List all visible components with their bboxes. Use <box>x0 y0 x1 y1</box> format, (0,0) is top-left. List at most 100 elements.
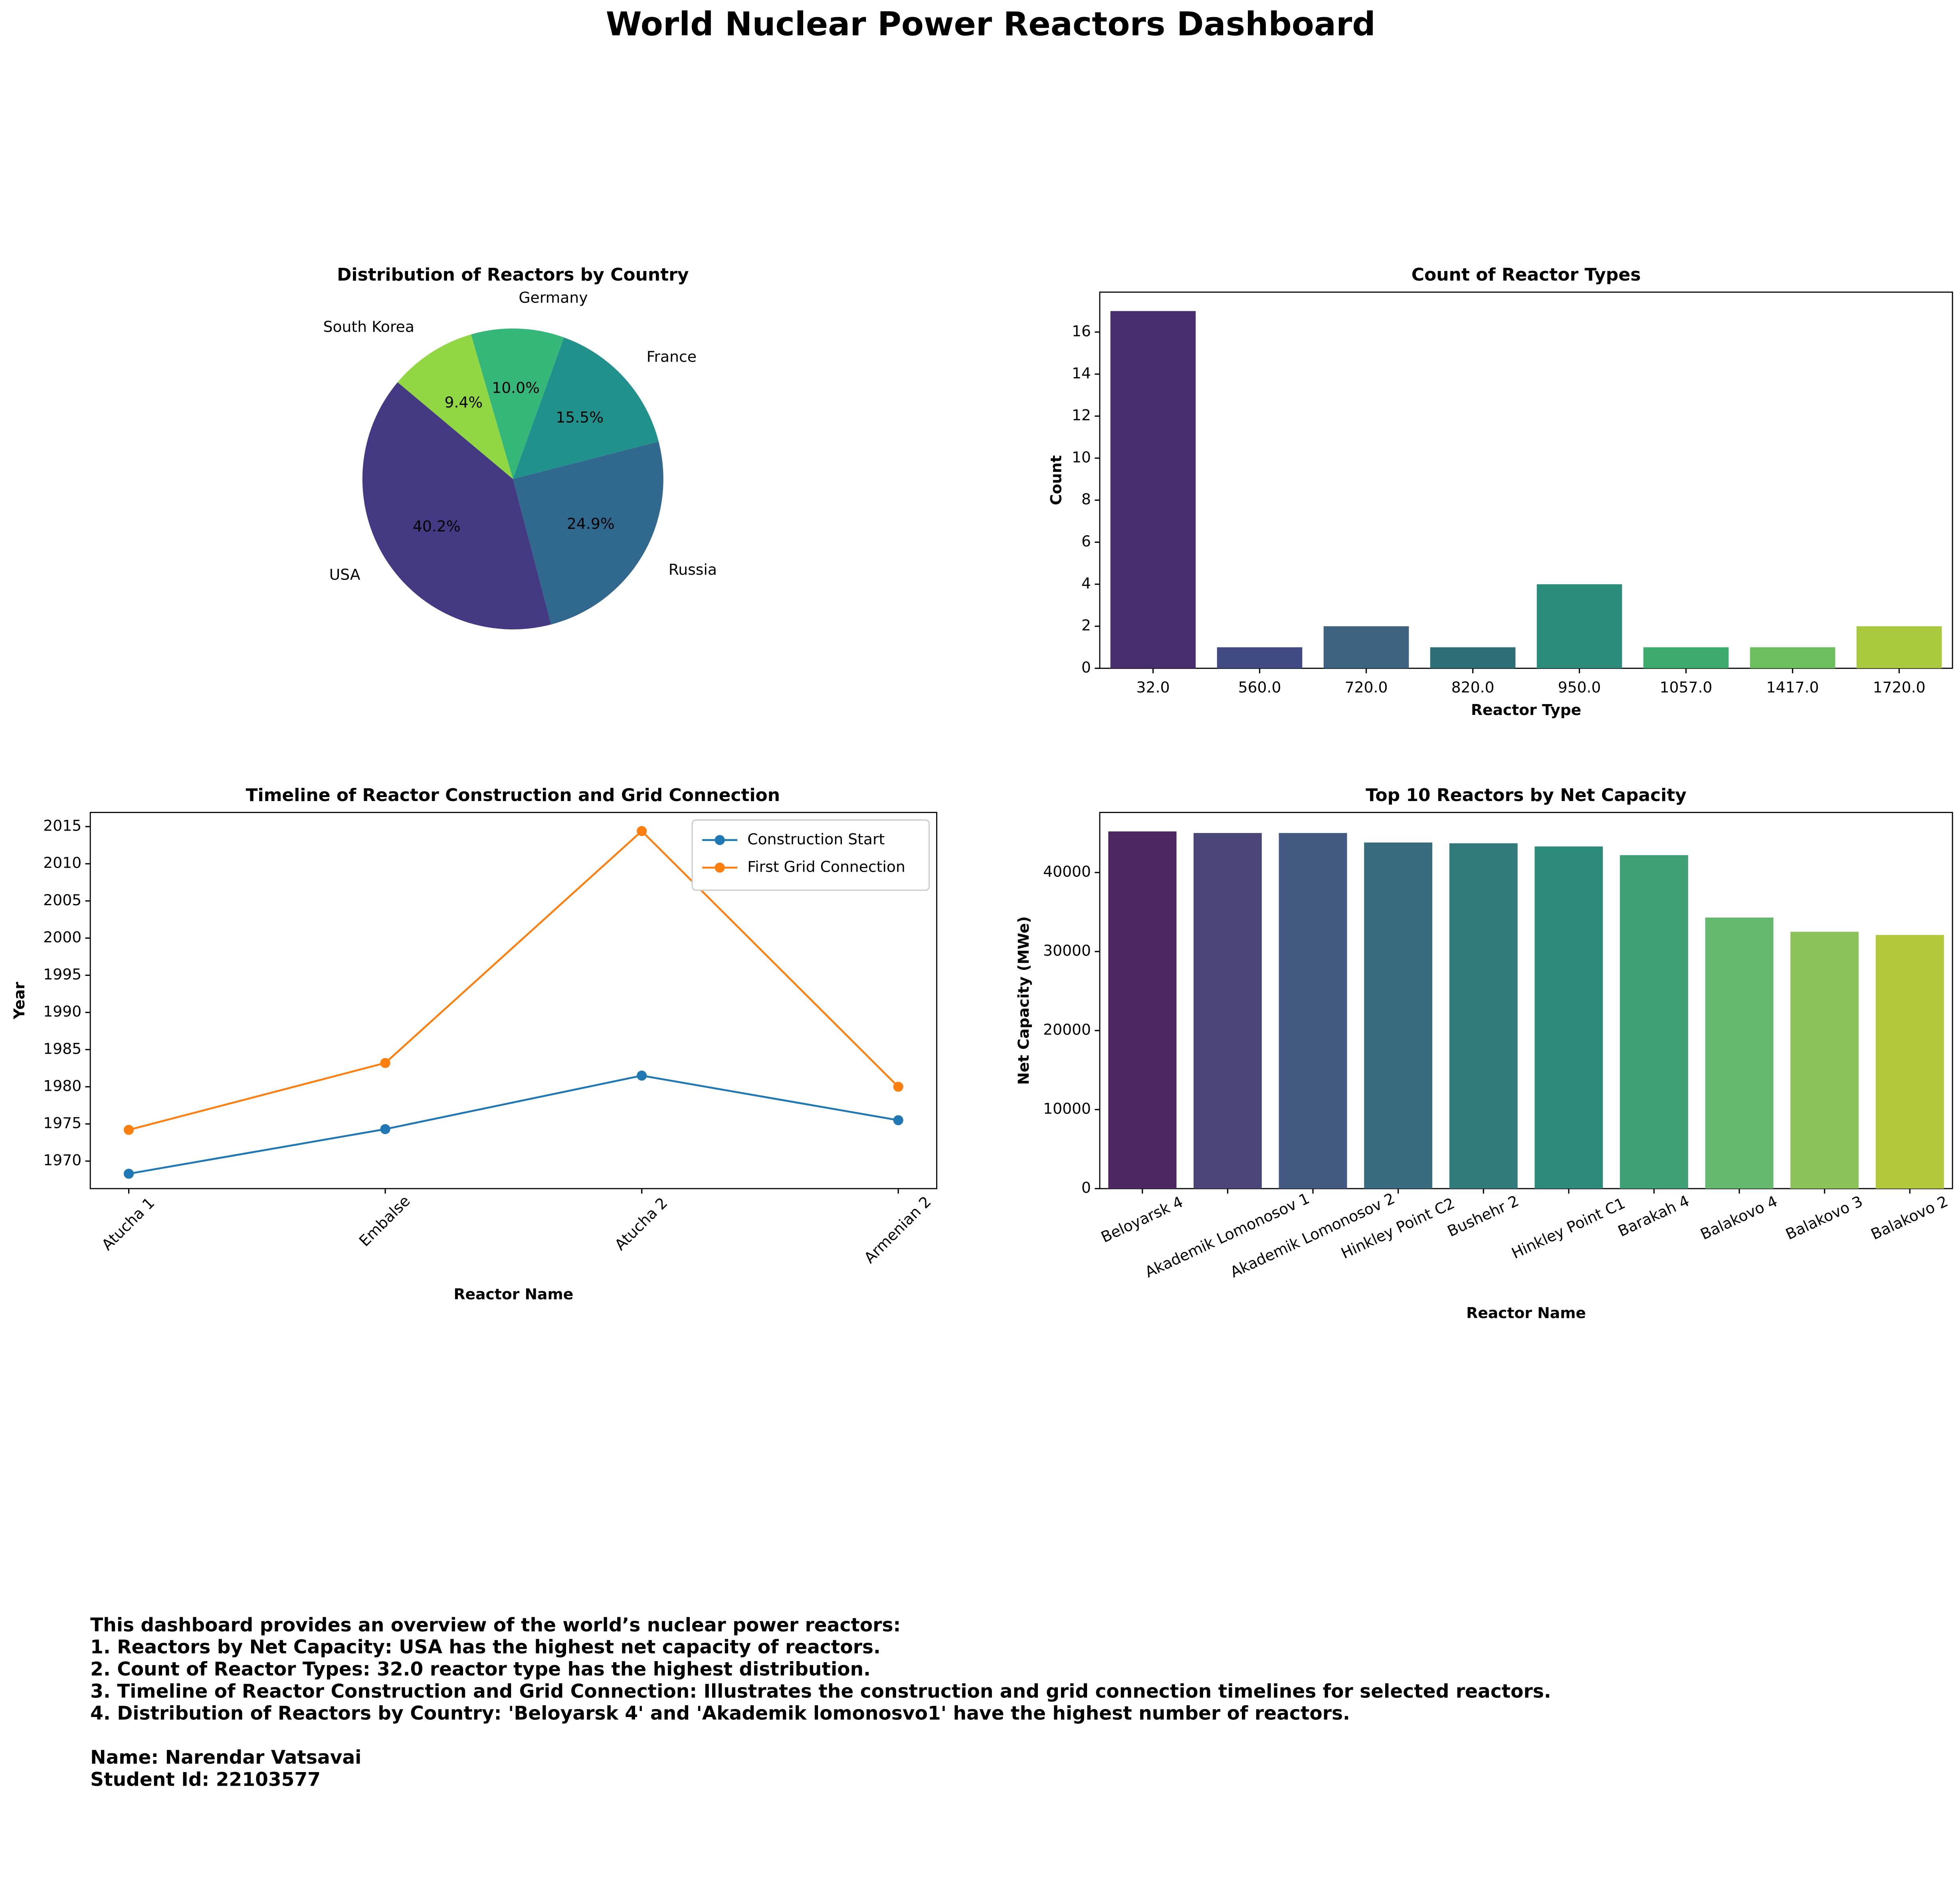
bar <box>1364 842 1433 1189</box>
description-line: 2. Count of Reactor Types: 32.0 reactor … <box>90 1658 871 1680</box>
dashboard-title: World Nuclear Power Reactors Dashboard <box>606 5 1376 43</box>
chart-title: Timeline of Reactor Construction and Gri… <box>246 785 780 805</box>
bar <box>1790 932 1859 1189</box>
x-tick-label: 1057.0 <box>1660 678 1713 696</box>
y-tick-label: 2000 <box>43 928 81 946</box>
description-line: 4. Distribution of Reactors by Country: … <box>90 1703 1350 1725</box>
axes-frame <box>1099 812 1953 1189</box>
y-tick-label: 1970 <box>43 1151 81 1169</box>
description-line: 1. Reactors by Net Capacity: USA has the… <box>90 1636 881 1658</box>
point <box>637 826 647 836</box>
pie-slice <box>513 441 663 625</box>
slice-value-label: 40.2% <box>413 518 461 535</box>
bar <box>1430 647 1516 669</box>
x-tick-label: Armenian 2 <box>861 1193 934 1266</box>
y-tick-label: 16 <box>1072 322 1091 340</box>
axes-frame <box>89 812 938 1189</box>
bar <box>1110 311 1196 669</box>
x-tick-label: 1720.0 <box>1873 678 1926 696</box>
bar <box>1705 917 1774 1189</box>
y-axis-label: Year <box>10 982 28 1020</box>
slice-label: South Korea <box>323 318 414 335</box>
bar <box>1536 584 1622 669</box>
y-tick-label: 1995 <box>43 965 81 983</box>
y-tick-label: 14 <box>1072 364 1091 382</box>
x-tick-label: 720.0 <box>1345 678 1388 696</box>
bar <box>1750 647 1835 669</box>
y-axis-label: Net Capacity (MWe) <box>1015 916 1032 1085</box>
bar <box>1449 843 1518 1189</box>
y-tick-label: 10 <box>1072 448 1091 466</box>
point <box>637 1070 647 1081</box>
y-tick-label: 1975 <box>43 1114 81 1132</box>
y-axis-label: Count <box>1047 455 1065 505</box>
y-tick-label: 0 <box>1081 659 1091 676</box>
point <box>123 1125 134 1135</box>
pie-slice <box>398 334 513 479</box>
x-tick-label: Balakovo 4 <box>1698 1192 1780 1243</box>
x-tick-label: 560.0 <box>1238 678 1281 696</box>
point <box>123 1169 134 1179</box>
slice-label: Russia <box>669 561 717 578</box>
slice-value-label: 9.4% <box>445 394 483 411</box>
x-tick-label: 820.0 <box>1451 678 1495 696</box>
bar <box>1856 626 1942 669</box>
point <box>380 1124 390 1134</box>
y-tick-label: 2 <box>1081 617 1091 634</box>
bar <box>1217 647 1303 669</box>
slice-value-label: 24.9% <box>567 515 615 532</box>
slice-value-label: 10.0% <box>492 379 540 396</box>
legend-marker <box>715 835 725 845</box>
y-tick-label: 2005 <box>43 891 81 909</box>
x-tick-label: Atucha 1 <box>98 1194 158 1254</box>
y-tick-label: 6 <box>1081 532 1091 550</box>
legend-marker <box>715 862 725 873</box>
x-axis-label: Reactor Name <box>454 1286 574 1303</box>
bar <box>1534 846 1603 1189</box>
footer-line: Student Id: 22103577 <box>90 1768 321 1790</box>
bar <box>1643 647 1729 669</box>
legend-label: First Grid Connection <box>747 858 905 875</box>
point <box>893 1115 903 1126</box>
chart-title: Count of Reactor Types <box>1412 265 1641 285</box>
footer-line: Name: Narendar Vatsavai <box>90 1747 361 1768</box>
description-line: 3. Timeline of Reactor Construction and … <box>90 1680 1551 1702</box>
series-line <box>128 829 899 1131</box>
y-tick-label: 8 <box>1081 491 1091 508</box>
chart-title: Top 10 Reactors by Net Capacity <box>1366 785 1687 805</box>
x-axis-label: Reactor Name <box>1466 1304 1586 1322</box>
slice-value-label: 15.5% <box>556 408 604 426</box>
x-tick-label: Hinkley Point C1 <box>1509 1194 1628 1262</box>
point <box>893 1082 903 1092</box>
x-tick-label: Atucha 2 <box>611 1194 671 1254</box>
slice-label: Germany <box>519 289 588 306</box>
y-tick-label: 4 <box>1081 574 1091 592</box>
y-tick-label: 1990 <box>43 1003 81 1020</box>
y-tick-label: 0 <box>1081 1179 1091 1197</box>
y-tick-label: 1985 <box>43 1040 81 1057</box>
bar <box>1875 935 1944 1189</box>
x-axis-label: Reactor Type <box>1471 701 1581 719</box>
x-tick-label: Balakovo 3 <box>1783 1192 1865 1243</box>
pie-slice <box>362 382 551 630</box>
bar <box>1193 833 1262 1189</box>
y-tick-label: 10000 <box>1043 1100 1091 1118</box>
legend-label: Construction Start <box>747 830 885 848</box>
slice-label: France <box>647 348 697 365</box>
bar <box>1108 831 1177 1189</box>
x-tick-label: Beloyarsk 4 <box>1098 1193 1186 1246</box>
y-tick-label: 20000 <box>1043 1021 1091 1039</box>
x-tick-label: Embalse <box>356 1192 414 1250</box>
x-tick-label: 32.0 <box>1136 678 1170 696</box>
y-tick-label: 2010 <box>43 854 81 872</box>
x-tick-label: Balakovo 2 <box>1868 1192 1951 1243</box>
x-tick-label: Barakah 4 <box>1615 1192 1692 1240</box>
y-tick-label: 40000 <box>1043 863 1091 880</box>
bar <box>1620 855 1688 1189</box>
y-tick-label: 30000 <box>1043 942 1091 959</box>
pie-slice <box>471 328 564 479</box>
point <box>380 1058 390 1068</box>
legend-box <box>691 819 930 891</box>
